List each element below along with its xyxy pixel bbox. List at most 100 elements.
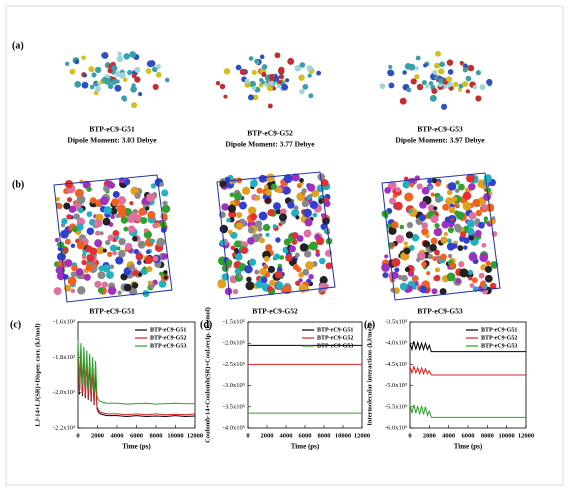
bead — [387, 181, 397, 190]
bead — [391, 271, 399, 279]
bead — [248, 258, 257, 266]
bead — [76, 241, 86, 250]
bead — [64, 180, 74, 189]
bead — [146, 266, 153, 273]
bead — [267, 265, 276, 274]
x-tick-label: 12000 — [518, 432, 534, 439]
bead — [68, 205, 77, 213]
legend-label: BTP-eC9-G51 — [150, 327, 186, 333]
y-tick-label: -4.0x10³ — [385, 340, 407, 347]
bead — [97, 271, 106, 280]
bead — [143, 228, 148, 233]
x-tick-label: 8000 — [150, 432, 163, 439]
atom — [287, 57, 295, 65]
bead — [118, 249, 126, 258]
atom — [239, 68, 247, 76]
bead — [395, 186, 401, 193]
atom — [465, 89, 470, 94]
bead — [55, 266, 64, 275]
bead — [162, 200, 168, 206]
bead — [471, 277, 478, 284]
bead — [434, 222, 440, 229]
bead — [106, 180, 114, 188]
bead — [425, 233, 430, 239]
bead — [287, 201, 295, 209]
bead — [264, 184, 269, 189]
atom — [285, 78, 290, 83]
bead — [259, 267, 267, 276]
bead — [319, 276, 328, 285]
bead — [219, 180, 227, 188]
bead — [405, 231, 414, 239]
bead — [131, 282, 139, 289]
bead — [70, 243, 76, 249]
bead — [401, 274, 408, 282]
bead — [109, 207, 118, 215]
atom — [475, 95, 482, 102]
y-tick-label: -2.5x10⁵ — [223, 361, 245, 368]
bead — [99, 231, 104, 236]
bead — [120, 216, 128, 224]
atom — [152, 83, 159, 91]
bead — [303, 229, 312, 238]
bead — [120, 273, 128, 281]
bead — [90, 197, 97, 204]
atom — [457, 87, 462, 92]
atom — [316, 70, 322, 76]
bead — [279, 255, 285, 260]
bead — [474, 218, 481, 225]
atom — [421, 79, 427, 86]
bead — [53, 287, 62, 296]
bead — [485, 187, 491, 193]
bead — [303, 208, 312, 218]
bead — [93, 218, 103, 228]
atom — [428, 81, 434, 86]
bead — [304, 250, 312, 258]
bead — [71, 264, 78, 272]
bead — [226, 217, 231, 223]
bead — [446, 189, 453, 196]
bead — [250, 213, 258, 221]
bead — [489, 282, 497, 290]
x-tick-label: 0 — [246, 432, 249, 439]
y-axis-label: Coulomb-14+Coulomb(SR)+Coul.recip. (kJ/m… — [204, 307, 211, 443]
bead — [403, 241, 408, 246]
bead — [249, 179, 258, 188]
atom — [259, 54, 265, 60]
bead — [73, 213, 80, 220]
bead — [312, 212, 318, 218]
illustrations — [53, 50, 501, 303]
bead — [404, 192, 414, 202]
bead — [462, 191, 472, 201]
bead — [460, 231, 467, 238]
atom — [134, 66, 141, 73]
bead — [66, 197, 73, 203]
bead — [291, 173, 300, 182]
bead — [123, 283, 132, 292]
bead — [441, 220, 450, 229]
atom — [475, 70, 481, 76]
atom — [308, 93, 314, 99]
atom — [432, 69, 438, 75]
atom — [155, 71, 162, 78]
x-axis-label: Time (ps) — [122, 443, 151, 451]
series-line — [409, 404, 526, 418]
bead — [161, 189, 169, 197]
atom — [399, 97, 407, 105]
bead — [394, 201, 403, 211]
bead — [490, 261, 499, 269]
atom — [155, 64, 161, 70]
bead — [77, 286, 86, 295]
atom — [462, 67, 468, 73]
bead — [426, 271, 431, 276]
bead — [54, 237, 60, 243]
atom — [266, 85, 273, 92]
bead — [247, 237, 255, 245]
series-line — [409, 364, 526, 376]
bead — [308, 241, 318, 251]
bead — [246, 276, 252, 283]
bead — [114, 235, 120, 240]
bead — [138, 272, 143, 277]
bead — [280, 208, 287, 216]
